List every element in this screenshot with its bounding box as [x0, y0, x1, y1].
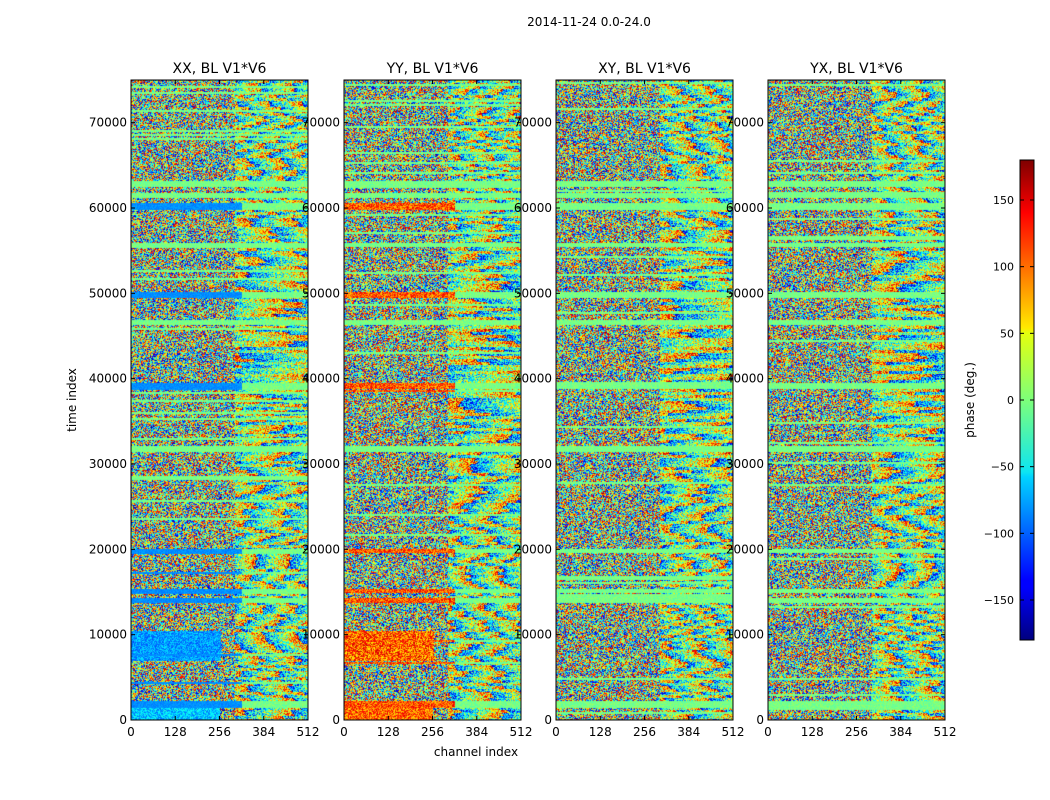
- y-tick-label: 20000: [514, 542, 552, 556]
- colorbar-tick-label: −150: [984, 594, 1014, 607]
- colorbar-label: phase (deg.): [963, 362, 977, 438]
- x-tick-label: 0: [340, 725, 348, 739]
- y-tick-label: 40000: [514, 372, 552, 386]
- x-tick-label: 128: [801, 725, 824, 739]
- y-tick-label: 60000: [89, 201, 127, 215]
- y-tick-label: 0: [756, 713, 764, 727]
- panel-title: YY, BL V1*V6: [386, 61, 479, 77]
- heatmap-xx: [131, 80, 308, 720]
- colorbar: −150 −100 −50 0 50 100 150 phase (deg.): [963, 159, 1035, 641]
- panel-title: XY, BL V1*V6: [598, 61, 691, 77]
- y-tick-label: 60000: [726, 201, 764, 215]
- x-tick-label: 512: [297, 725, 320, 739]
- x-tick-label: 128: [164, 725, 187, 739]
- x-tick-label: 0: [552, 725, 560, 739]
- y-tick-label: 50000: [89, 286, 127, 300]
- y-tick-label: 60000: [514, 201, 552, 215]
- y-tick-label: 0: [119, 713, 127, 727]
- x-tick-label: 384: [889, 725, 912, 739]
- x-tick-label: 256: [845, 725, 868, 739]
- x-tick-label: 256: [208, 725, 231, 739]
- colorbar-tick-label: −100: [984, 527, 1014, 540]
- x-tick-label: 128: [377, 725, 400, 739]
- y-tick-label: 10000: [514, 628, 552, 642]
- y-tick-label: 10000: [302, 628, 340, 642]
- colorbar-tick-label: 150: [993, 194, 1014, 207]
- y-tick-label: 20000: [302, 542, 340, 556]
- x-tick-label: 0: [764, 725, 772, 739]
- x-tick-label: 512: [934, 725, 957, 739]
- y-tick-label: 70000: [514, 116, 552, 130]
- y-tick-label: 20000: [89, 542, 127, 556]
- y-tick-label: 40000: [726, 372, 764, 386]
- heatmap-yx: [768, 80, 945, 720]
- figure-title: 2014-11-24 0.0-24.0: [527, 15, 651, 29]
- y-tick-label: 70000: [302, 116, 340, 130]
- heatmap-xy: [556, 80, 733, 720]
- panel-title: YX, BL V1*V6: [809, 61, 903, 77]
- y-tick-label: 30000: [726, 457, 764, 471]
- x-tick-label: 512: [722, 725, 745, 739]
- y-tick-label: 30000: [89, 457, 127, 471]
- colorbar-tick-label: 100: [993, 261, 1014, 274]
- y-tick-label: 10000: [89, 628, 127, 642]
- x-tick-label: 384: [252, 725, 275, 739]
- panels: XX, BL V1*V6 0 128 256 384 512 0 10000 20000 3000…: [89, 61, 957, 739]
- y-tick-label: 50000: [726, 286, 764, 300]
- x-tick-label: 256: [421, 725, 444, 739]
- y-tick-label: 30000: [302, 457, 340, 471]
- colorbar-tick-label: 50: [1000, 327, 1014, 340]
- heatmap-yy: [344, 80, 521, 720]
- colorbar-ticks: −150 −100 −50 0 50 100 150: [984, 194, 1034, 607]
- colorbar-tick-label: 0: [1007, 394, 1014, 407]
- y-tick-label: 10000: [726, 628, 764, 642]
- x-tick-label: 0: [127, 725, 135, 739]
- x-axis-label: channel index: [434, 745, 518, 759]
- x-tick-label: 384: [677, 725, 700, 739]
- x-tick-label: 128: [589, 725, 612, 739]
- y-axis-label: time index: [65, 368, 79, 432]
- panel-yy: YY, BL V1*V6 0 128 256 384 512 0 10000 20000 3000…: [302, 61, 533, 739]
- x-tick-label: 512: [510, 725, 533, 739]
- panel-xx: XX, BL V1*V6 0 128 256 384 512 0 10000 20000 3000…: [89, 61, 320, 739]
- y-tick-label: 70000: [726, 116, 764, 130]
- y-tick-label: 50000: [302, 286, 340, 300]
- y-tick-label: 40000: [89, 372, 127, 386]
- x-tick-label: 256: [633, 725, 656, 739]
- colorbar-tick-label: −50: [991, 461, 1014, 474]
- panel-xy: XY, BL V1*V6 0 128 256 384 512 0 10000 20000 3000…: [514, 61, 745, 739]
- y-tick-label: 0: [332, 713, 340, 727]
- x-tick-label: 384: [465, 725, 488, 739]
- y-tick-label: 0: [544, 713, 552, 727]
- y-tick-label: 30000: [514, 457, 552, 471]
- y-tick-label: 20000: [726, 542, 764, 556]
- y-tick-label: 50000: [514, 286, 552, 300]
- y-tick-label: 40000: [302, 372, 340, 386]
- panel-yx: YX, BL V1*V6 0 128 256 384 512 0 10000 20000 3000…: [726, 61, 957, 739]
- y-tick-label: 60000: [302, 201, 340, 215]
- y-tick-label: 70000: [89, 116, 127, 130]
- panel-title: XX, BL V1*V6: [173, 61, 267, 77]
